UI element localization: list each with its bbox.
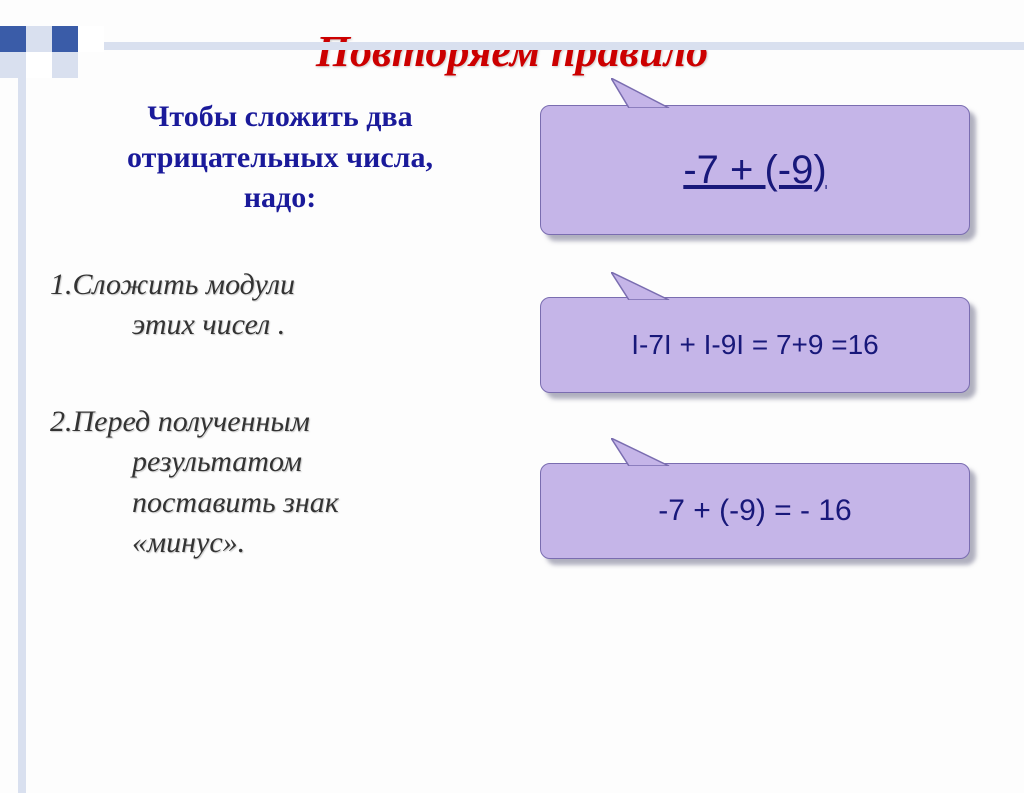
rule-2: 2.Перед полученным результатом поставить… bbox=[50, 402, 460, 564]
rule-2-line-2: результатом bbox=[50, 442, 460, 483]
deco-square bbox=[52, 26, 78, 52]
callout-example: -7 + (-9) bbox=[540, 105, 970, 235]
deco-square bbox=[78, 26, 104, 52]
callout-2-text: I-7I + I-9I = 7+9 =16 bbox=[631, 329, 879, 361]
deco-square bbox=[52, 52, 78, 78]
deco-square bbox=[26, 52, 52, 78]
rule-1-line-2: этих чисел . bbox=[50, 305, 460, 346]
deco-square bbox=[0, 26, 26, 52]
callout-step-1: I-7I + I-9I = 7+9 =16 bbox=[540, 297, 970, 393]
right-column: -7 + (-9) I-7I + I-9I = 7+9 =16 -7 + (-9… bbox=[480, 97, 1000, 564]
callout-tail-icon bbox=[611, 438, 681, 466]
deco-left-bar bbox=[18, 78, 26, 793]
callout-step-2: -7 + (-9) = - 16 bbox=[540, 463, 970, 559]
rule-2-line-1: 2.Перед полученным bbox=[50, 405, 310, 438]
rule-1: 1.Сложить модули этих чисел . bbox=[50, 265, 460, 346]
rule-2-line-4: «минус». bbox=[50, 523, 460, 564]
rule-2-line-3: поставить знак bbox=[50, 483, 460, 524]
intro-text: Чтобы сложить два отрицательных числа, н… bbox=[50, 97, 460, 219]
slide-title: Повторяем правило bbox=[0, 26, 1024, 77]
callout-3-text: -7 + (-9) = - 16 bbox=[658, 494, 851, 528]
callout-tail-icon bbox=[611, 272, 681, 300]
deco-top-bar bbox=[104, 42, 1024, 50]
left-column: Чтобы сложить два отрицательных числа, н… bbox=[0, 97, 480, 564]
callout-tail-icon bbox=[611, 78, 681, 108]
deco-square bbox=[26, 26, 52, 52]
callout-1-text: -7 + (-9) bbox=[683, 148, 826, 193]
content-area: Чтобы сложить два отрицательных числа, н… bbox=[0, 97, 1024, 564]
rule-1-line-1: 1.Сложить модули bbox=[50, 268, 295, 301]
deco-square bbox=[0, 52, 26, 78]
